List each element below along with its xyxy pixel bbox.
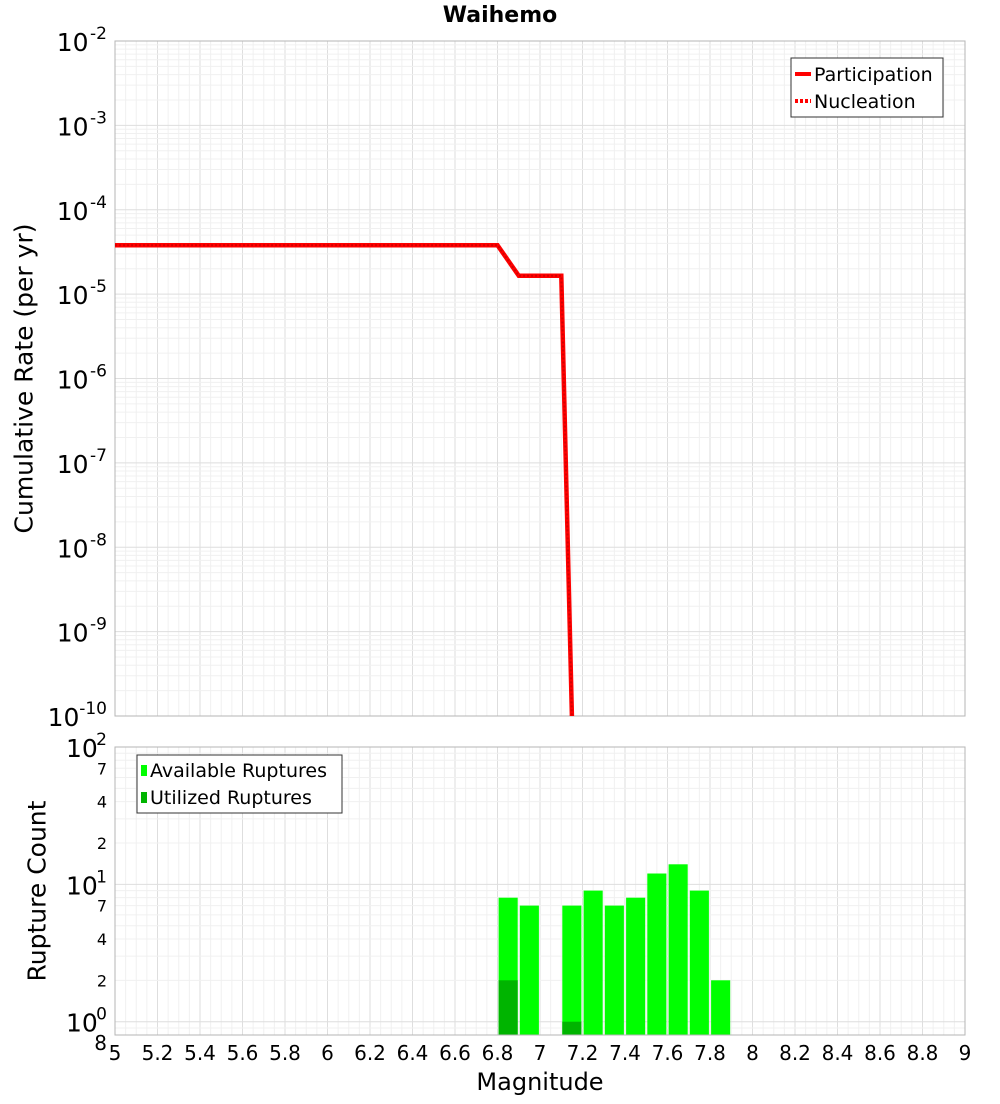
x-tick-label: 7.6 — [652, 1041, 684, 1065]
bottom-y-tick-label: 4 — [97, 793, 107, 812]
bottom-y-tick-label-base: 10 — [66, 1009, 98, 1038]
bottom-legend-box — [136, 754, 343, 814]
bottom-y-tick-label: 110 — [66, 867, 107, 900]
top-y-tick-label: -810 — [57, 530, 107, 563]
top-plot-border — [114, 40, 966, 717]
utilized-ruptures-bar — [498, 980, 518, 1035]
x-tick-label: 8.8 — [907, 1041, 939, 1065]
top-y-tick-label-exp: -5 — [90, 277, 107, 297]
top-y-tick-label: -710 — [57, 446, 107, 479]
bottom-y-tick-label-base: 10 — [66, 871, 98, 900]
x-tick-label: 7.4 — [609, 1041, 641, 1065]
available-ruptures-bar — [689, 890, 709, 1035]
x-tick-label: 5 — [109, 1041, 122, 1065]
available-ruptures-bar — [519, 905, 539, 1035]
top-y-tick-label-base: 10 — [57, 28, 89, 57]
bottom-y-tick-label: 2 — [97, 834, 107, 853]
legend-label-nucleation: Nucleation — [814, 91, 916, 113]
x-tick-label: 7 — [534, 1041, 547, 1065]
top-y-tick-label: -410 — [57, 193, 107, 226]
bottom-y-tick-label: 7 — [97, 759, 107, 778]
top-y-tick-label-exp: -10 — [79, 699, 107, 719]
bottom-y-tick-label: 7 — [97, 897, 107, 916]
available-ruptures-bar — [583, 890, 603, 1035]
x-tick-label: 8.2 — [779, 1041, 811, 1065]
top-y-tick-label-exp: -9 — [90, 615, 107, 635]
top-legend-box — [790, 57, 944, 118]
top-y-tick-label-exp: -7 — [90, 446, 107, 466]
top-y-tick-label: -610 — [57, 362, 107, 395]
x-tick-label: 5.2 — [142, 1041, 174, 1065]
top-y-tick-label: -510 — [57, 277, 107, 310]
bottom-y-tick-label: 8 — [94, 1031, 107, 1055]
bottom-plot-border — [114, 746, 966, 1036]
top-y-tick-label-base: 10 — [57, 534, 89, 563]
chart-title: Waihemo — [443, 3, 558, 28]
top-y-tick-label-exp: -8 — [90, 530, 107, 550]
x-tick-label: 8.6 — [864, 1041, 896, 1065]
top-y-tick-label-base: 10 — [57, 281, 89, 310]
legend-label-utilized-ruptures: Utilized Ruptures — [150, 787, 312, 809]
bottom-legend: Available Ruptures Utilized Ruptures — [136, 754, 343, 814]
bottom-y-tick-label-exp: 1 — [96, 867, 107, 887]
legend-label-available-ruptures: Available Ruptures — [150, 760, 327, 782]
available-ruptures-bar — [562, 905, 582, 1035]
x-tick-label: 5.6 — [227, 1041, 259, 1065]
legend-swatch-utilized-ruptures — [141, 792, 147, 803]
top-y-tick-label-base: 10 — [57, 366, 89, 395]
x-tick-label: 6.2 — [354, 1041, 386, 1065]
x-tick-label: 6 — [321, 1041, 334, 1065]
available-ruptures-bar — [668, 864, 688, 1035]
top-gridlines — [114, 41, 966, 717]
top-y-tick-label: -210 — [57, 24, 107, 57]
top-legend: Participation Nucleation — [790, 57, 944, 118]
top-y-tick-label-base: 10 — [57, 197, 89, 226]
bottom-y-tick-label: 2 — [97, 971, 107, 990]
bottom-y-tick-label-exp: 0 — [96, 1005, 107, 1025]
x-tick-label: 6.8 — [482, 1041, 514, 1065]
bottom-y-axis-label: Rupture Count — [23, 800, 52, 981]
utilized-ruptures-bar — [562, 1021, 582, 1035]
bottom-y-tick-label: 210 — [66, 730, 107, 763]
available-ruptures-bar — [647, 873, 667, 1035]
x-tick-label: 7.8 — [694, 1041, 726, 1065]
bottom-y-tick-label-base: 10 — [66, 734, 98, 763]
top-y-tick-label-exp: -4 — [90, 193, 107, 213]
available-ruptures-bar — [711, 980, 731, 1035]
x-tick-label: 5.4 — [184, 1041, 216, 1065]
top-y-tick-label-base: 10 — [57, 619, 89, 648]
bottom-y-tick-label: 4 — [97, 930, 107, 949]
x-tick-label: 6.6 — [439, 1041, 471, 1065]
top-y-axis-label: Cumulative Rate (per yr) — [10, 224, 39, 534]
x-tick-label: 8.4 — [822, 1041, 854, 1065]
top-y-tick-label-exp: -3 — [90, 108, 107, 128]
x-tick-label: 8 — [746, 1041, 759, 1065]
top-y-tick-label-exp: -6 — [90, 362, 107, 382]
x-tick-label: 7.2 — [567, 1041, 599, 1065]
top-y-tick-label-base: 10 — [57, 112, 89, 141]
top-y-tick-label: -310 — [57, 108, 107, 141]
bottom-y-tick-label: 010 — [66, 1005, 107, 1038]
bottom-y-tick-label-exp: 2 — [96, 730, 107, 750]
legend-label-participation: Participation — [814, 64, 933, 86]
series-line-nucleation — [115, 244, 573, 717]
top-y-tick-label-base: 10 — [57, 450, 89, 479]
top-y-tick-label: -910 — [57, 615, 107, 648]
x-tick-label: 5.8 — [269, 1041, 301, 1065]
top-y-tick-label-exp: -2 — [90, 24, 107, 44]
x-axis-label: Magnitude — [476, 1068, 603, 1096]
legend-swatch-available-ruptures — [141, 765, 147, 776]
top-y-tick-label-base: 10 — [48, 703, 80, 732]
available-ruptures-bar — [626, 897, 646, 1035]
x-tick-label: 6.4 — [397, 1041, 429, 1065]
available-ruptures-bar — [604, 905, 624, 1035]
x-tick-label: 9 — [959, 1041, 972, 1065]
